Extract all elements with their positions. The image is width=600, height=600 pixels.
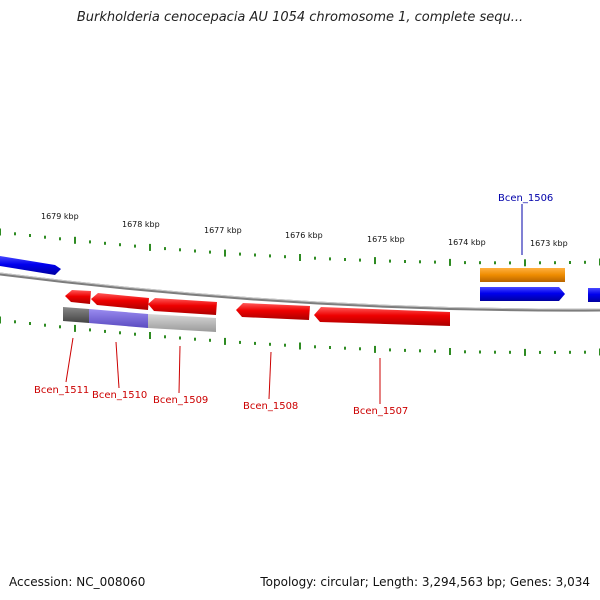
gene-red-1510[interactable] <box>91 293 149 310</box>
gene-blue-1506[interactable] <box>480 287 565 301</box>
kbp-scale-labels: 1679 kbp 1678 kbp 1677 kbp 1676 kbp 1675… <box>41 212 568 248</box>
gene-orange-1506[interactable] <box>480 268 565 282</box>
genome-backbone <box>0 272 600 312</box>
leader-line-1510 <box>115 341 120 389</box>
gene-label-1511[interactable]: Bcen_1511 <box>34 385 89 396</box>
gene-label-1506[interactable]: Bcen_1506 <box>498 193 553 204</box>
genome-title: Burkholderia cenocepacia AU 1054 chromos… <box>76 10 524 25</box>
gene-blue-left[interactable] <box>0 256 61 275</box>
gene-label-1509[interactable]: Bcen_1509 <box>153 395 208 406</box>
kbp-label: 1673 kbp <box>530 239 568 248</box>
leader-line-1508 <box>268 351 272 400</box>
accession-text: Accession: NC_008060 <box>9 575 146 589</box>
gene-label-1508[interactable]: Bcen_1508 <box>243 401 298 412</box>
gene-red-1508[interactable] <box>236 303 310 320</box>
gene-blue-right[interactable] <box>588 288 600 302</box>
gene-label-1510[interactable]: Bcen_1510 <box>92 390 147 401</box>
feature-purple[interactable] <box>89 309 148 328</box>
gene-red-1507[interactable] <box>314 307 450 326</box>
kbp-label: 1675 kbp <box>367 235 405 244</box>
gene-red-1509[interactable] <box>148 298 217 315</box>
kbp-label: 1674 kbp <box>448 238 486 247</box>
genome-backbone-highlight <box>0 272 600 310</box>
kbp-label: 1679 kbp <box>41 212 79 221</box>
feature-light-grey[interactable] <box>148 314 216 332</box>
inner-tick-marks <box>0 316 600 356</box>
feature-dark-grey[interactable] <box>63 307 89 323</box>
leader-line-1511 <box>65 337 74 383</box>
genome-stats-text: Topology: circular; Length: 3,294,563 bp… <box>260 575 590 589</box>
kbp-label: 1676 kbp <box>285 231 323 240</box>
gene-red-1511[interactable] <box>65 290 91 304</box>
outer-tick-marks <box>0 228 600 267</box>
kbp-label: 1677 kbp <box>204 226 242 235</box>
kbp-label: 1678 kbp <box>122 220 160 229</box>
leader-line-1509 <box>178 345 181 394</box>
gene-label-1507[interactable]: Bcen_1507 <box>353 406 408 417</box>
